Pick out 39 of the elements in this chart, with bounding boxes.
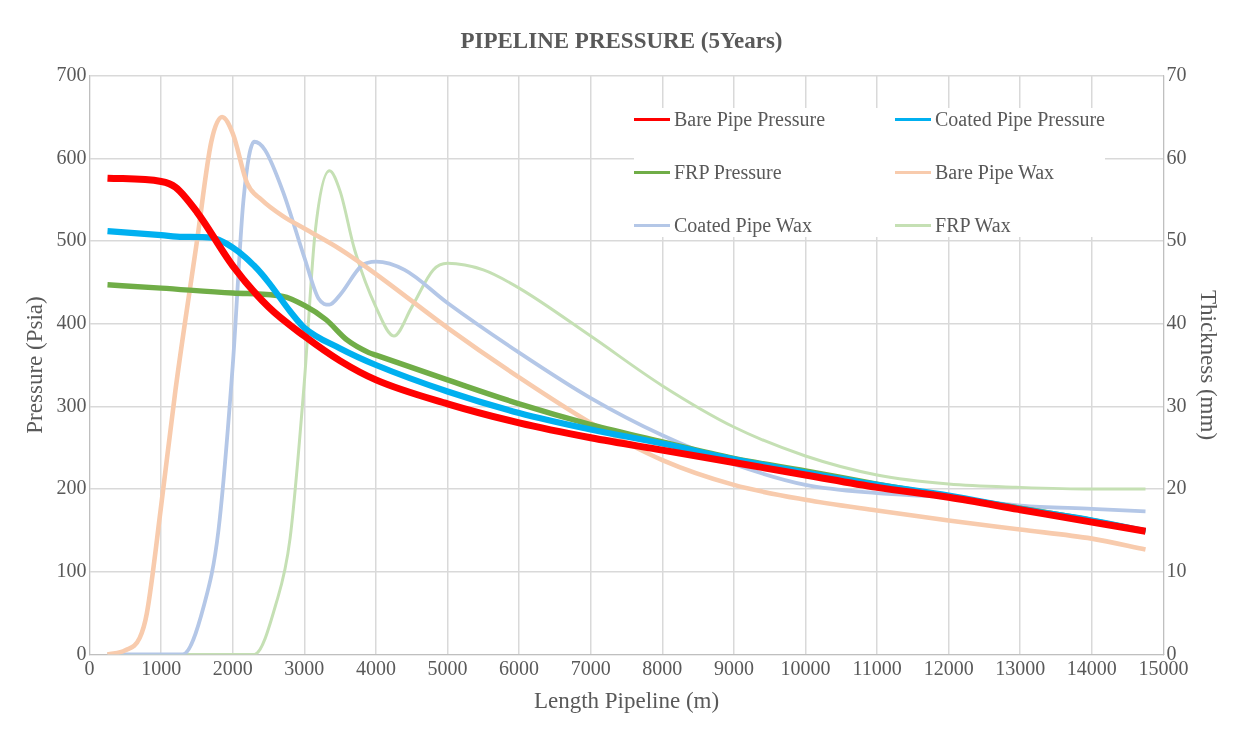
legend-label: Coated Pipe Pressure	[935, 108, 1105, 131]
x-tick-label: 8000	[642, 656, 683, 679]
y-tick-label: 0	[76, 641, 87, 664]
y2-tick-label: 50	[1166, 228, 1187, 251]
y2-tick-label: 70	[1166, 62, 1187, 85]
x-tick-label: 14000	[1066, 656, 1117, 679]
y2-tick-label: 60	[1166, 145, 1187, 168]
y2-tick-label: 20	[1166, 476, 1187, 499]
y-tick-label: 100	[56, 558, 87, 581]
y-tick-label: 500	[56, 228, 87, 251]
y-tick-label: 400	[56, 310, 87, 333]
x-tick-label: 4000	[355, 656, 396, 679]
x-tick-label: 13000	[995, 656, 1046, 679]
legend-label: FRP Wax	[935, 214, 1011, 237]
y-tick-label: 700	[56, 62, 87, 85]
y2-tick-label: 10	[1166, 558, 1187, 581]
y2-axis-title: Thickness (mm)	[1196, 289, 1222, 441]
legend-label: Bare Pipe Wax	[935, 161, 1055, 184]
x-tick-label: 10000	[780, 656, 831, 679]
y2-tick-label: 40	[1166, 310, 1187, 333]
x-tick-label: 7000	[570, 656, 611, 679]
legend-label: Coated Pipe Wax	[673, 214, 812, 237]
legend-label: Bare Pipe Pressure	[673, 108, 826, 131]
y2-tick-label: 30	[1166, 393, 1187, 416]
x-tick-label: 6000	[499, 656, 540, 679]
x-tick-label: 3000	[284, 656, 325, 679]
legend-label: FRP Pressure	[673, 161, 782, 184]
y-tick-label: 200	[56, 476, 87, 499]
x-tick-label: 12000	[923, 656, 974, 679]
x-axis-title: Length Pipeline (m)	[533, 688, 720, 714]
y-tick-label: 300	[56, 393, 87, 416]
x-tick-label: 2000	[212, 656, 253, 679]
y-axis-title: Pressure (Psia)	[21, 296, 47, 434]
x-tick-label: 9000	[713, 656, 754, 679]
x-tick-label: 1000	[141, 656, 182, 679]
chart-title: PIPELINE PRESSURE (5Years)	[460, 27, 783, 53]
x-tick-label: 11000	[852, 656, 902, 679]
x-tick-label: 5000	[427, 656, 468, 679]
y-tick-label: 600	[56, 145, 87, 168]
